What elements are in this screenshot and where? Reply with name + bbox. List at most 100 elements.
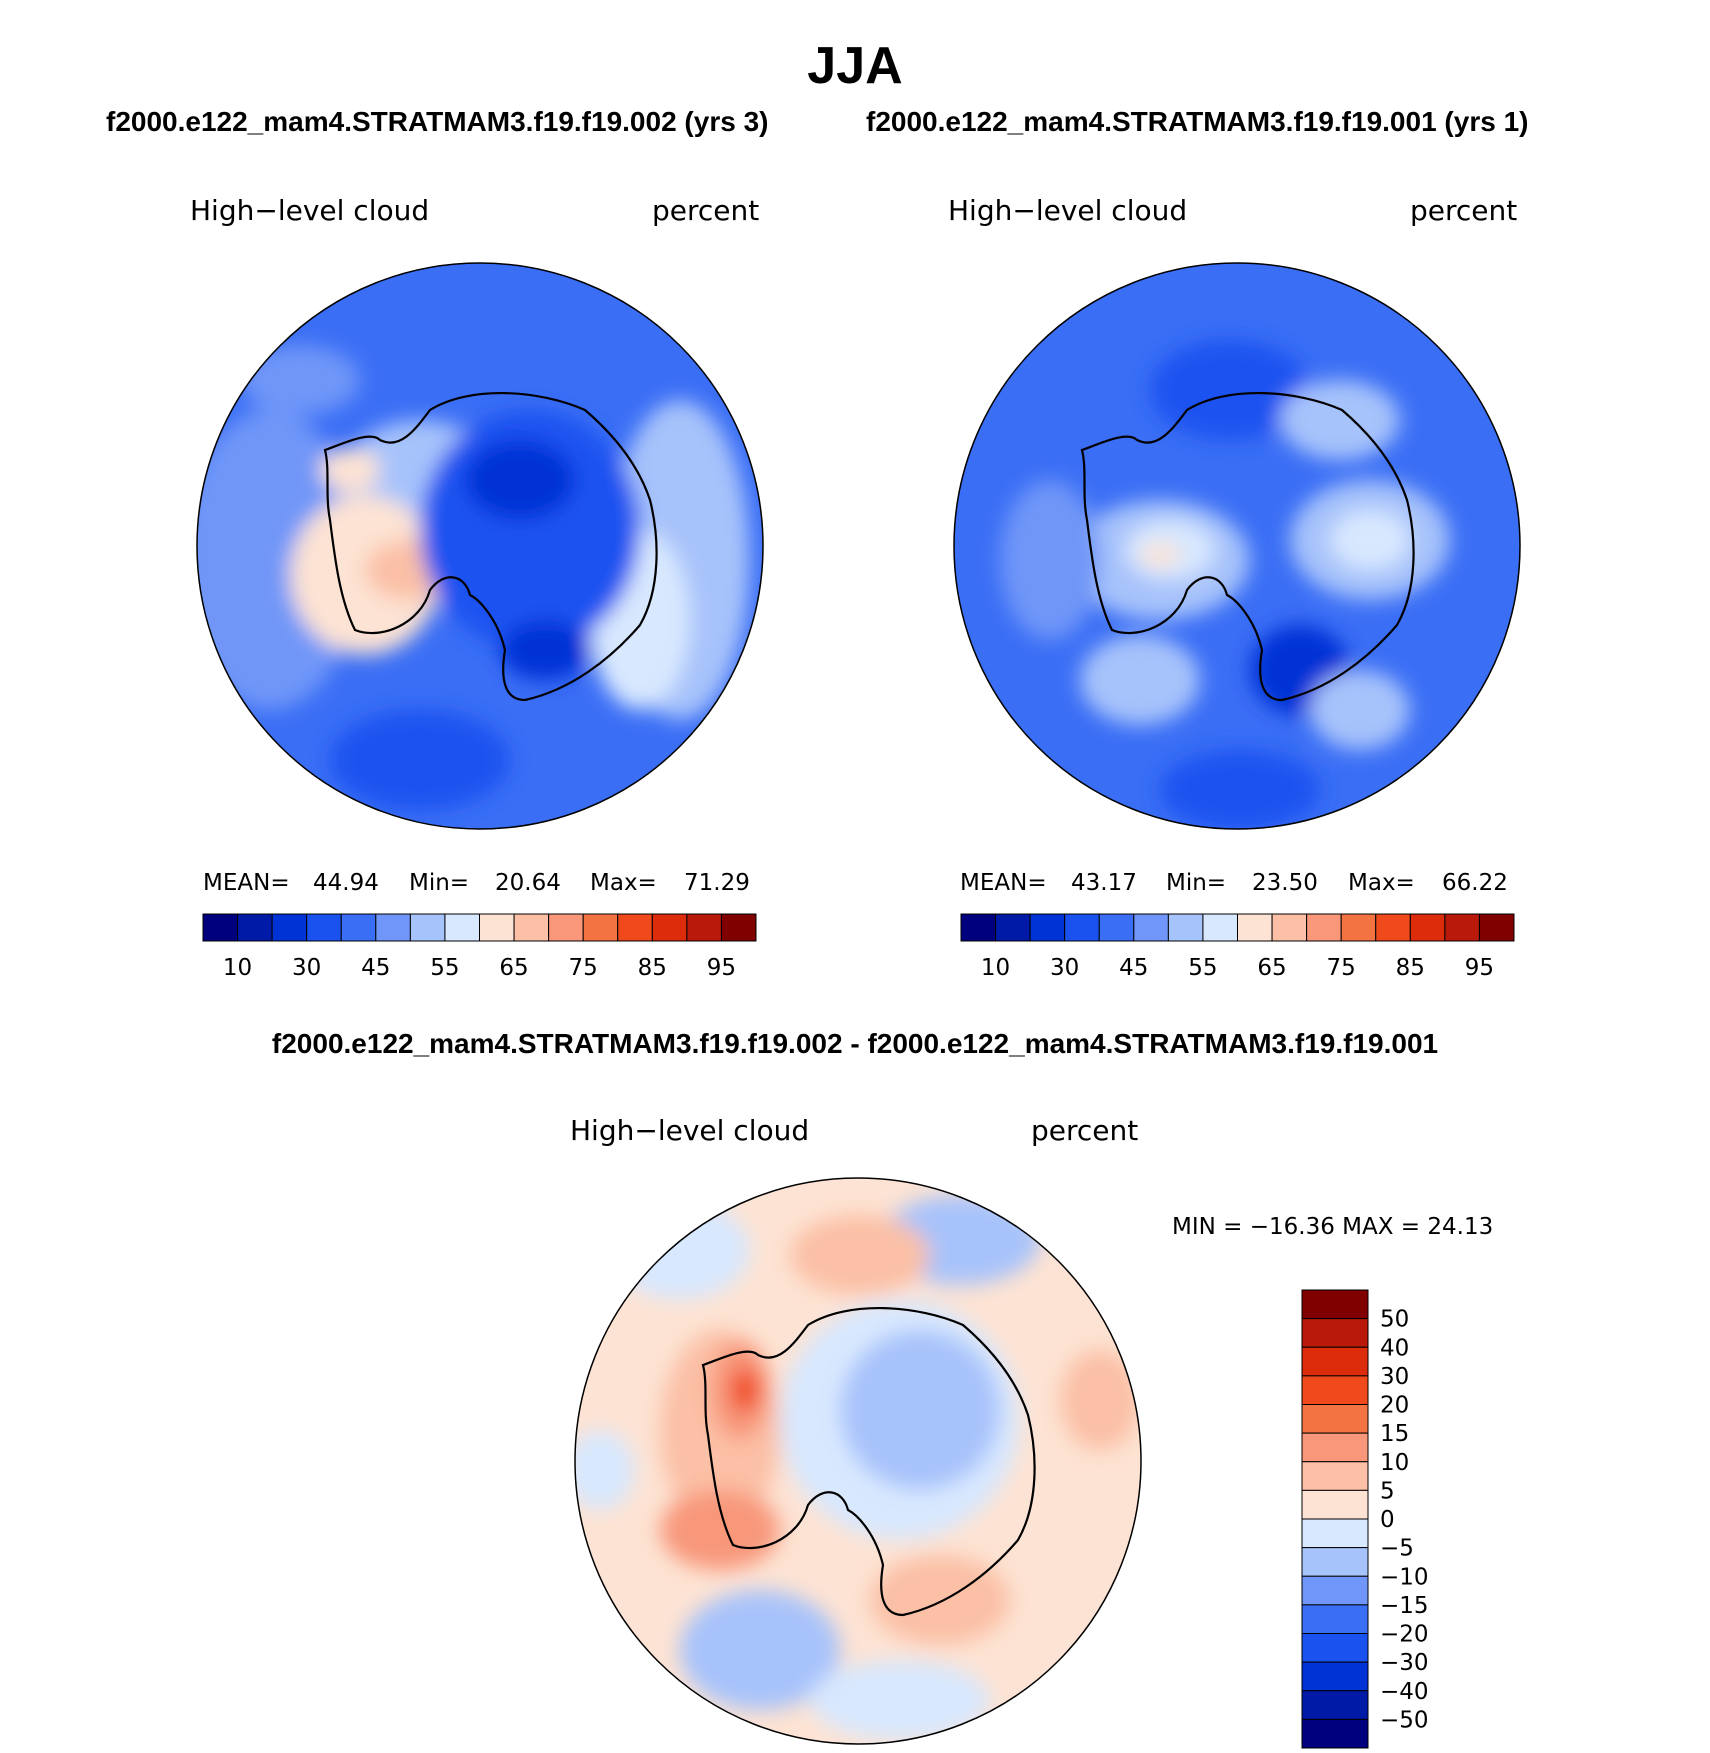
diff-region bbox=[870, 1555, 1010, 1645]
panel1-region bbox=[320, 448, 380, 492]
colorbar-swatch bbox=[306, 913, 342, 942]
panel2-region bbox=[1080, 635, 1200, 725]
diff-region bbox=[575, 1430, 635, 1510]
colorbar-swatch bbox=[1301, 1375, 1369, 1405]
colorbar-tick-label: −20 bbox=[1380, 1622, 1429, 1648]
colorbar-swatch bbox=[1409, 913, 1446, 942]
panel1-map-border bbox=[196, 262, 764, 830]
panel1-region bbox=[290, 495, 440, 655]
colorbar-swatch bbox=[1064, 913, 1100, 942]
colorbar-swatch bbox=[995, 913, 1031, 942]
colorbar-swatch bbox=[1301, 1718, 1369, 1749]
diff-region bbox=[810, 1660, 990, 1740]
colorbar-swatch bbox=[1301, 1489, 1369, 1520]
colorbar-swatch bbox=[1029, 913, 1066, 942]
colorbar-tick-label: 75 bbox=[1327, 955, 1356, 981]
colorbar-tick-label: 55 bbox=[430, 955, 459, 981]
colorbar-tick-label: 30 bbox=[1050, 955, 1079, 981]
panel1-map bbox=[196, 262, 764, 830]
colorbar-swatch bbox=[479, 913, 515, 942]
colorbar-swatch bbox=[1340, 913, 1377, 942]
colorbar-swatch bbox=[340, 913, 377, 942]
panel1-region bbox=[500, 620, 590, 680]
diff-region bbox=[660, 1490, 780, 1570]
colorbar-tick-label: 95 bbox=[707, 955, 736, 981]
panel2-variable-label: High−level cloud bbox=[948, 194, 1188, 227]
colorbar-tick-label: 45 bbox=[1119, 955, 1148, 981]
colorbar-swatch bbox=[1301, 1318, 1369, 1348]
colorbar-swatch bbox=[513, 913, 550, 942]
colorbar-swatch bbox=[271, 913, 308, 942]
diff-region bbox=[680, 1590, 840, 1710]
colorbar-tick-label: 95 bbox=[1465, 955, 1494, 981]
colorbar-tick-label: 65 bbox=[499, 955, 528, 981]
panel2-map-border bbox=[953, 262, 1521, 830]
colorbar-swatch bbox=[720, 913, 757, 942]
panel2-mean-label: MEAN= bbox=[960, 870, 1047, 896]
panel1-max-value: 71.29 bbox=[684, 870, 750, 896]
colorbar-swatch bbox=[1375, 913, 1411, 942]
colorbar-swatch bbox=[1301, 1346, 1369, 1377]
colorbar-tick-label: 50 bbox=[1380, 1307, 1409, 1333]
panel2-region bbox=[1140, 543, 1180, 567]
colorbar-swatch bbox=[1301, 1661, 1369, 1692]
panel1-region bbox=[197, 410, 360, 710]
diff-region bbox=[610, 1200, 750, 1300]
colorbar-tick-label: 65 bbox=[1257, 955, 1286, 981]
colorbar-swatch bbox=[1301, 1690, 1369, 1720]
panel2-region bbox=[1000, 480, 1100, 640]
panel1-region bbox=[465, 440, 575, 520]
panel2-map bbox=[953, 262, 1521, 830]
colorbar-swatch bbox=[409, 913, 446, 942]
colorbar-swatch bbox=[1478, 913, 1515, 942]
colorbar-swatch bbox=[1301, 1518, 1369, 1549]
colorbar-swatch bbox=[1202, 913, 1238, 942]
colorbar-swatch bbox=[1444, 913, 1480, 942]
colorbar-swatch bbox=[960, 913, 997, 942]
colorbar-tick-label: −30 bbox=[1380, 1650, 1429, 1676]
colorbar-tick-label: 0 bbox=[1380, 1507, 1395, 1533]
panel1-mean-value: 44.94 bbox=[313, 870, 379, 896]
panel2-region bbox=[1310, 670, 1410, 750]
colorbar-tick-label: −40 bbox=[1380, 1679, 1429, 1705]
panel1-max-label: Max= bbox=[590, 870, 657, 896]
colorbar-swatch bbox=[617, 913, 653, 942]
colorbar-tick-label: −15 bbox=[1380, 1593, 1429, 1619]
diff-minmax-text: MIN = −16.36 MAX = 24.13 bbox=[1172, 1214, 1494, 1240]
colorbar-swatch bbox=[1301, 1432, 1369, 1463]
colorbar-tick-label: −10 bbox=[1380, 1564, 1429, 1590]
colorbar-swatch bbox=[1133, 913, 1169, 942]
colorbar-tick-label: 45 bbox=[361, 955, 390, 981]
colorbar-swatch bbox=[1301, 1404, 1369, 1434]
colorbar-swatch bbox=[1301, 1604, 1369, 1634]
colorbar-tick-label: 30 bbox=[292, 955, 321, 981]
colorbar-tick-label: −50 bbox=[1380, 1707, 1429, 1733]
case-b-title: f2000.e122_mam4.STRATMAM3.f19.f19.001 (y… bbox=[866, 106, 1529, 137]
colorbar-swatch bbox=[1301, 1547, 1369, 1577]
colorbar-swatch bbox=[686, 913, 722, 942]
colorbar-tick-label: 10 bbox=[223, 955, 252, 981]
panel1-colorbar: 10 30 45 55 65 75 85 95 bbox=[202, 913, 757, 981]
panel2-mean-value: 43.17 bbox=[1071, 870, 1137, 896]
diff-region bbox=[790, 1215, 930, 1295]
case-a-title: f2000.e122_mam4.STRATMAM3.f19.f19.002 (y… bbox=[106, 106, 769, 137]
diff-region bbox=[840, 1330, 1000, 1490]
panel1-min-label: Min= bbox=[409, 870, 470, 896]
difference-title: f2000.e122_mam4.STRATMAM3.f19.f19.002 - … bbox=[271, 1028, 1439, 1059]
colorbar-tick-label: 15 bbox=[1380, 1421, 1409, 1447]
panel2-min-label: Min= bbox=[1166, 870, 1227, 896]
colorbar-tick-label: 10 bbox=[1380, 1450, 1409, 1476]
colorbar-tick-label: 55 bbox=[1188, 955, 1217, 981]
colorbar-swatch bbox=[651, 913, 688, 942]
panel1-units-label: percent bbox=[652, 194, 760, 227]
colorbar-swatch bbox=[1167, 913, 1204, 942]
colorbar-tick-label: 85 bbox=[638, 955, 667, 981]
panel2-units-label: percent bbox=[1410, 194, 1518, 227]
colorbar-tick-label: −5 bbox=[1380, 1536, 1414, 1562]
panel2-region bbox=[1150, 340, 1310, 440]
colorbar-swatch bbox=[202, 913, 239, 942]
colorbar-swatch bbox=[1301, 1633, 1369, 1663]
diff-units-label: percent bbox=[1031, 1114, 1139, 1147]
colorbar-swatch bbox=[1301, 1461, 1369, 1491]
